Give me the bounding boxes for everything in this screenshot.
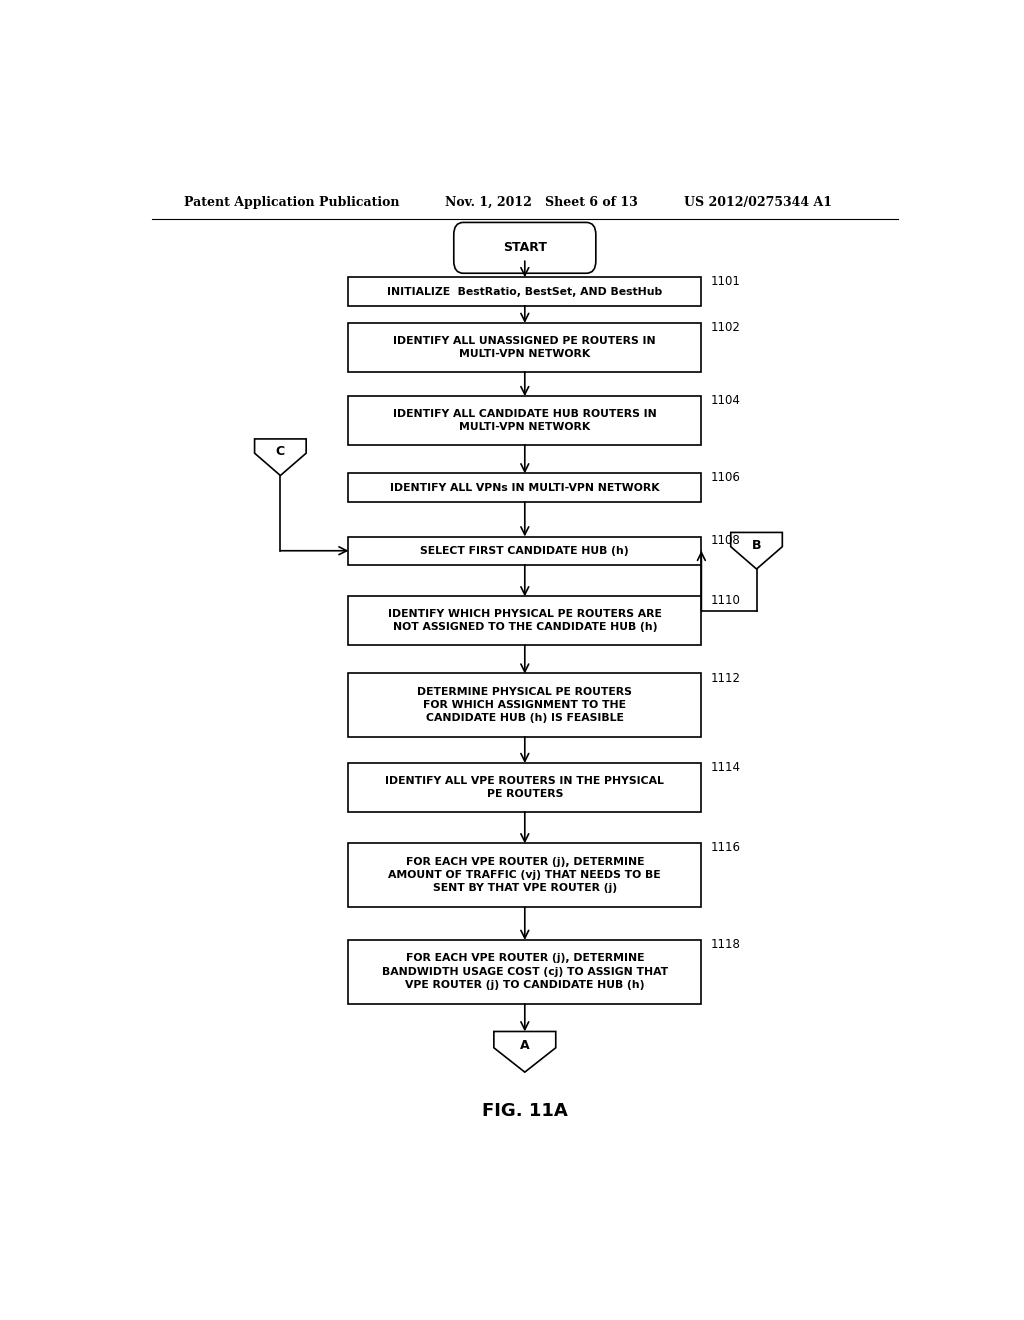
FancyBboxPatch shape — [348, 673, 701, 738]
Text: 1110: 1110 — [711, 594, 740, 607]
Text: 1114: 1114 — [711, 762, 741, 774]
Text: 1112: 1112 — [711, 672, 741, 685]
FancyBboxPatch shape — [348, 474, 701, 502]
Text: Nov. 1, 2012   Sheet 6 of 13: Nov. 1, 2012 Sheet 6 of 13 — [445, 195, 638, 209]
Text: 1101: 1101 — [711, 276, 740, 288]
Text: 1106: 1106 — [711, 471, 740, 484]
FancyBboxPatch shape — [454, 223, 596, 273]
Text: 1118: 1118 — [711, 939, 740, 950]
Text: B: B — [752, 539, 761, 552]
FancyBboxPatch shape — [348, 940, 701, 1003]
Text: FOR EACH VPE ROUTER (j), DETERMINE
BANDWIDTH USAGE COST (cj) TO ASSIGN THAT
VPE : FOR EACH VPE ROUTER (j), DETERMINE BANDW… — [382, 953, 668, 990]
FancyBboxPatch shape — [348, 396, 701, 445]
Text: IDENTIFY ALL UNASSIGNED PE ROUTERS IN
MULTI-VPN NETWORK: IDENTIFY ALL UNASSIGNED PE ROUTERS IN MU… — [393, 335, 656, 359]
Text: C: C — [275, 445, 285, 458]
Text: 1102: 1102 — [711, 321, 740, 334]
Text: SELECT FIRST CANDIDATE HUB (h): SELECT FIRST CANDIDATE HUB (h) — [421, 545, 629, 556]
Text: US 2012/0275344 A1: US 2012/0275344 A1 — [684, 195, 831, 209]
Text: A: A — [520, 1039, 529, 1052]
Text: DETERMINE PHYSICAL PE ROUTERS
FOR WHICH ASSIGNMENT TO THE
CANDIDATE HUB (h) IS F: DETERMINE PHYSICAL PE ROUTERS FOR WHICH … — [418, 686, 632, 723]
Text: IDENTIFY ALL CANDIDATE HUB ROUTERS IN
MULTI-VPN NETWORK: IDENTIFY ALL CANDIDATE HUB ROUTERS IN MU… — [393, 409, 656, 432]
Polygon shape — [255, 440, 306, 475]
Text: Patent Application Publication: Patent Application Publication — [183, 195, 399, 209]
FancyBboxPatch shape — [348, 843, 701, 907]
Text: IDENTIFY ALL VPE ROUTERS IN THE PHYSICAL
PE ROUTERS: IDENTIFY ALL VPE ROUTERS IN THE PHYSICAL… — [385, 776, 665, 799]
Text: 1116: 1116 — [711, 841, 741, 854]
Text: IDENTIFY ALL VPNs IN MULTI-VPN NETWORK: IDENTIFY ALL VPNs IN MULTI-VPN NETWORK — [390, 483, 659, 492]
Text: START: START — [503, 242, 547, 255]
FancyBboxPatch shape — [348, 763, 701, 812]
Polygon shape — [494, 1031, 556, 1072]
FancyBboxPatch shape — [348, 277, 701, 306]
FancyBboxPatch shape — [348, 597, 701, 645]
FancyBboxPatch shape — [348, 536, 701, 565]
Text: IDENTIFY WHICH PHYSICAL PE ROUTERS ARE
NOT ASSIGNED TO THE CANDIDATE HUB (h): IDENTIFY WHICH PHYSICAL PE ROUTERS ARE N… — [388, 610, 662, 632]
Text: INITIALIZE  BestRatio, BestSet, AND BestHub: INITIALIZE BestRatio, BestSet, AND BestH… — [387, 286, 663, 297]
Text: FOR EACH VPE ROUTER (j), DETERMINE
AMOUNT OF TRAFFIC (vj) THAT NEEDS TO BE
SENT : FOR EACH VPE ROUTER (j), DETERMINE AMOUN… — [388, 857, 662, 894]
FancyBboxPatch shape — [348, 323, 701, 372]
Polygon shape — [731, 532, 782, 569]
Text: 1104: 1104 — [711, 395, 740, 407]
Text: FIG. 11A: FIG. 11A — [482, 1102, 567, 1119]
Text: 1108: 1108 — [711, 535, 740, 548]
